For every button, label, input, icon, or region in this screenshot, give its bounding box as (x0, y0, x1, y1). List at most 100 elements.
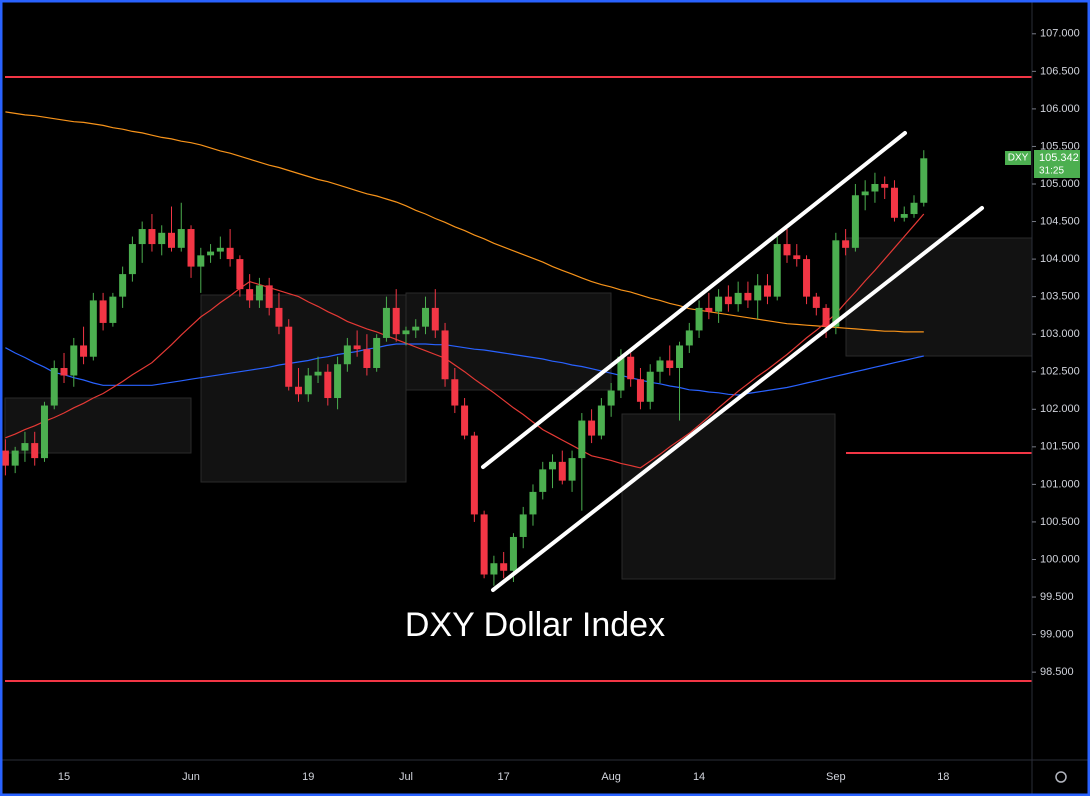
zone-box (845, 237, 1033, 357)
y-tick-label: 105.000 (1040, 178, 1080, 190)
candle-body (80, 345, 88, 357)
candle-body (353, 345, 361, 350)
y-tick-label: 102.000 (1040, 403, 1080, 415)
candle-body (812, 296, 820, 308)
candle-body (314, 371, 322, 376)
x-tick-label: 19 (302, 771, 314, 783)
candle-body (793, 255, 801, 260)
x-tick-label: Jun (182, 771, 200, 783)
candle-body (197, 255, 205, 267)
candle-body (871, 183, 879, 192)
candle-body (334, 364, 342, 399)
candle-body (676, 345, 684, 368)
y-tick-label: 102.500 (1040, 366, 1080, 378)
candle-body (402, 330, 410, 335)
candle-body (773, 244, 781, 297)
candle-body (666, 360, 674, 368)
candle-body (158, 232, 166, 245)
candle-body (519, 514, 527, 537)
candle-body (11, 450, 19, 466)
candle-body (588, 420, 596, 436)
candle-body (40, 405, 48, 459)
symbol-tag (1005, 151, 1031, 165)
candle-body (646, 371, 654, 402)
candle-body (832, 240, 840, 327)
candle-body (431, 307, 439, 331)
candle-body (890, 187, 898, 218)
candle-body (304, 375, 312, 395)
candle-body (783, 244, 791, 256)
candle-body (685, 330, 693, 346)
x-tick-label: Sep (826, 771, 846, 783)
candle-body (490, 563, 498, 575)
candle-body (842, 240, 850, 248)
settings-icon[interactable] (1055, 771, 1067, 783)
y-tick-label: 99.500 (1040, 591, 1074, 603)
candle-body (607, 390, 615, 406)
symbol-label: DXY (1008, 153, 1029, 164)
candle-body (324, 371, 332, 399)
y-tick-label: 104.500 (1040, 215, 1080, 227)
channel-line (491, 206, 984, 592)
candle-body (558, 461, 566, 481)
candle-body (207, 251, 215, 256)
candle-body (255, 285, 263, 301)
candle-body (99, 300, 107, 323)
candle-body (138, 229, 146, 245)
candle-body (236, 259, 244, 290)
candle-body (119, 274, 127, 297)
candle-body (382, 307, 390, 338)
x-tick-label: 15 (58, 771, 70, 783)
y-tick-label: 100.500 (1040, 516, 1080, 528)
candle-body (851, 195, 859, 248)
candle-body (617, 356, 625, 391)
candle-body (861, 191, 869, 196)
candle-body (734, 292, 742, 305)
candle-body (187, 229, 195, 267)
candle-body (50, 367, 58, 406)
candle-body (480, 514, 488, 575)
channel (481, 131, 984, 592)
candle-body (724, 296, 732, 305)
candle-body (763, 285, 771, 297)
candle-body (70, 345, 78, 376)
candle-body (246, 289, 254, 301)
y-tick-label: 100.000 (1040, 553, 1080, 565)
candle-body (920, 158, 928, 203)
y-tick-label: 105.500 (1040, 140, 1080, 152)
candle-body (705, 307, 713, 312)
candle-body (285, 326, 293, 387)
candle-body (695, 307, 703, 331)
annotation: DXY Dollar Index (405, 606, 665, 644)
moving-average (5, 343, 924, 396)
candle-body (539, 469, 547, 492)
price-label: 105.342 (1039, 152, 1079, 164)
candle-body (128, 244, 136, 275)
candle-body (656, 360, 664, 372)
candle-body (441, 330, 449, 380)
y-tick-label: 99.000 (1040, 628, 1074, 640)
y-tick-label: 107.000 (1040, 28, 1080, 40)
x-tick-label: Aug (601, 771, 621, 783)
candle-body (500, 563, 508, 571)
y-tick-label: 106.000 (1040, 103, 1080, 115)
candle-body (373, 337, 381, 368)
candle-body (754, 285, 762, 301)
candle-body (1, 450, 9, 466)
moving-average (5, 111, 924, 333)
candle-body (568, 458, 576, 481)
zones (4, 237, 1033, 580)
plot (1, 111, 928, 586)
countdown-label: 31:25 (1039, 166, 1064, 177)
candle-body (578, 420, 586, 459)
candle-body (21, 443, 29, 451)
price-tag (1034, 150, 1080, 178)
candle-body (881, 183, 889, 188)
candle-body (167, 232, 175, 248)
candle-body (177, 229, 185, 248)
zone-box (405, 292, 612, 391)
candle-body (470, 435, 478, 515)
x-tick-label: Jul (399, 771, 413, 783)
candle-body (744, 292, 752, 301)
